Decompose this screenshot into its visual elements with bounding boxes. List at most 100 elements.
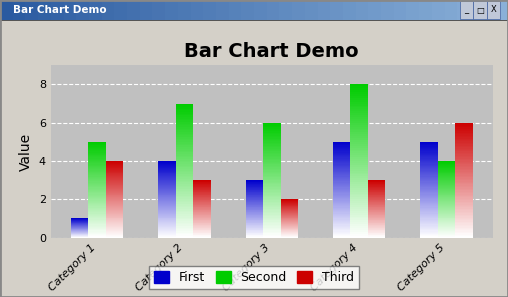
- Bar: [368, 196, 386, 197]
- Bar: [420, 154, 438, 155]
- Bar: [176, 154, 193, 156]
- Bar: [351, 174, 368, 176]
- Bar: [455, 157, 472, 159]
- Bar: [438, 169, 455, 170]
- Bar: [263, 141, 280, 143]
- Bar: [158, 236, 176, 237]
- Bar: [438, 200, 455, 201]
- Bar: [351, 121, 368, 123]
- Bar: [333, 143, 351, 144]
- Bar: [158, 224, 176, 225]
- Bar: [106, 230, 123, 231]
- Bar: [333, 163, 351, 165]
- Bar: [333, 199, 351, 200]
- Bar: [420, 221, 438, 222]
- Bar: [263, 124, 280, 126]
- Bar: [176, 194, 193, 196]
- Bar: [420, 161, 438, 162]
- Bar: [333, 210, 351, 211]
- Bar: [333, 142, 351, 143]
- Bar: [333, 222, 351, 223]
- Bar: [263, 206, 280, 207]
- Bar: [420, 211, 438, 212]
- Bar: [106, 198, 123, 199]
- Bar: [158, 226, 176, 227]
- Bar: [280, 207, 298, 208]
- Bar: [420, 195, 438, 196]
- Bar: [438, 237, 455, 238]
- Bar: [193, 218, 211, 219]
- Bar: [106, 191, 123, 192]
- Bar: [263, 225, 280, 226]
- Bar: [420, 181, 438, 183]
- Bar: [263, 222, 280, 223]
- Bar: [88, 205, 106, 206]
- Bar: [438, 226, 455, 227]
- Bar: [176, 132, 193, 134]
- Bar: [245, 198, 263, 199]
- Bar: [176, 166, 193, 167]
- Bar: [106, 233, 123, 234]
- Bar: [88, 168, 106, 169]
- Bar: [333, 154, 351, 155]
- Bar: [280, 220, 298, 221]
- Bar: [420, 200, 438, 202]
- Bar: [158, 164, 176, 165]
- Bar: [193, 217, 211, 218]
- Bar: [106, 189, 123, 190]
- Bar: [193, 220, 211, 221]
- Bar: [280, 216, 298, 217]
- Bar: [106, 186, 123, 187]
- Bar: [455, 216, 472, 217]
- Bar: [193, 191, 211, 192]
- Bar: [158, 176, 176, 177]
- Bar: [333, 189, 351, 190]
- Bar: [280, 212, 298, 213]
- Bar: [455, 225, 472, 226]
- Bar: [263, 123, 280, 124]
- Bar: [263, 143, 280, 144]
- Bar: [88, 146, 106, 147]
- Bar: [455, 215, 472, 216]
- Bar: [88, 177, 106, 178]
- Bar: [263, 159, 280, 160]
- Bar: [351, 138, 368, 140]
- Bar: [438, 194, 455, 195]
- Bar: [368, 212, 386, 213]
- Bar: [176, 219, 193, 221]
- Bar: [420, 142, 438, 143]
- Bar: [106, 194, 123, 195]
- Bar: [176, 119, 193, 120]
- Bar: [351, 146, 368, 148]
- Bar: [176, 161, 193, 162]
- Bar: [333, 221, 351, 222]
- Bar: [158, 222, 176, 223]
- Bar: [368, 201, 386, 202]
- Bar: [88, 233, 106, 234]
- Bar: [455, 144, 472, 146]
- Bar: [333, 146, 351, 147]
- Bar: [351, 109, 368, 111]
- Bar: [438, 202, 455, 203]
- Bar: [438, 164, 455, 165]
- Bar: [193, 189, 211, 190]
- Bar: [88, 169, 106, 170]
- Bar: [455, 219, 472, 220]
- Bar: [351, 132, 368, 134]
- Bar: [193, 233, 211, 234]
- Bar: [455, 151, 472, 153]
- Bar: [176, 169, 193, 170]
- Bar: [245, 193, 263, 194]
- Bar: [88, 210, 106, 211]
- Bar: [88, 202, 106, 203]
- Bar: [176, 196, 193, 198]
- Bar: [438, 167, 455, 168]
- Bar: [368, 202, 386, 203]
- Bar: [455, 139, 472, 140]
- Bar: [280, 235, 298, 236]
- Bar: [158, 194, 176, 195]
- Bar: [176, 167, 193, 169]
- Bar: [158, 178, 176, 179]
- Bar: [158, 181, 176, 182]
- Bar: [158, 210, 176, 211]
